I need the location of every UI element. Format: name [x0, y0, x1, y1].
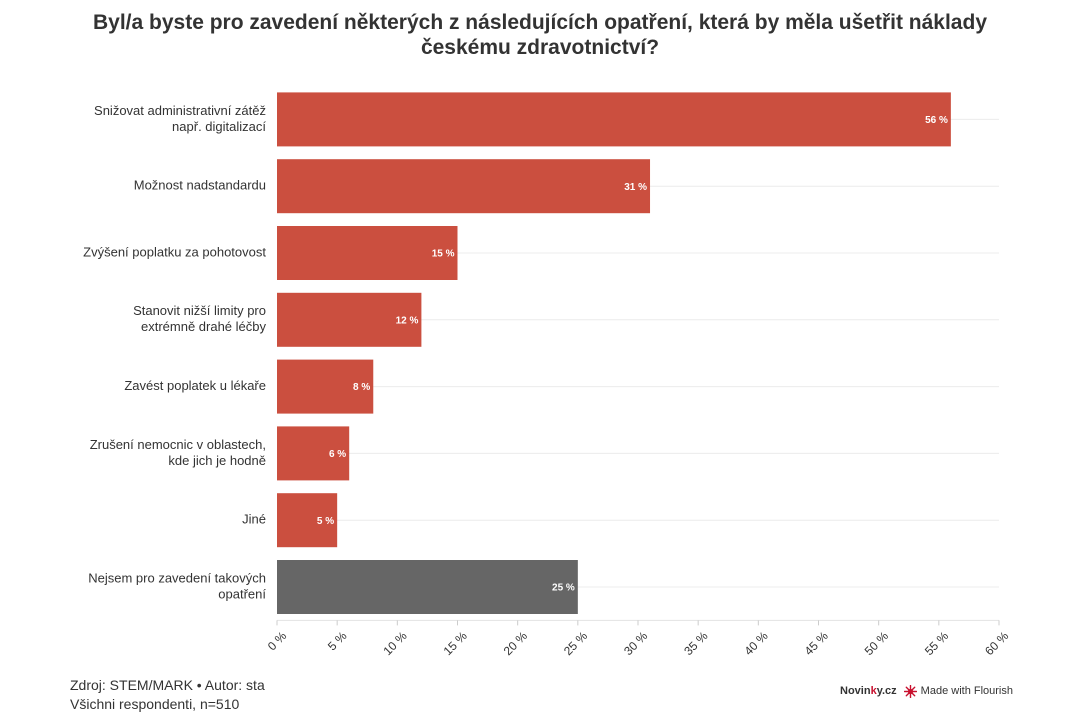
bar-value-label: 6 % — [329, 449, 346, 460]
made-with-flourish-link[interactable]: Made with Flourish — [903, 684, 1013, 698]
chart-title-line-2: českému zdravotnictví? — [420, 36, 660, 59]
chart-title: Byl/a byste pro zavedení některých z nás… — [0, 10, 1080, 60]
x-tick-label: 30 % — [621, 629, 650, 658]
x-tick-label: 15 % — [441, 629, 470, 658]
category-label: kde jich je hodně — [168, 453, 266, 468]
chart-title-line-1: Byl/a byste pro zavedení některých z nás… — [93, 11, 987, 34]
x-tick-label: 20 % — [501, 629, 530, 658]
bar-value-label: 12 % — [396, 315, 419, 326]
category-label: opatření — [218, 586, 266, 601]
category-label: Zvýšení poplatku za pohotovost — [83, 244, 266, 259]
bar[interactable] — [277, 560, 578, 614]
category-label: Zrušení nemocnic v oblastech, — [90, 437, 266, 452]
category-label: Zavést poplatek u lékaře — [124, 378, 266, 393]
x-tick-label: 55 % — [922, 629, 951, 658]
bar-value-label: 8 % — [353, 382, 370, 393]
x-tick-label: 60 % — [982, 629, 1011, 658]
source-note: Zdroj: STEM/MARK • Autor: sta — [70, 677, 265, 693]
category-label: extrémně drahé léčby — [141, 319, 267, 334]
bar[interactable] — [277, 92, 951, 147]
brand-logo[interactable]: Novinky.cz — [840, 685, 897, 697]
bar-value-label: 15 % — [432, 249, 455, 260]
x-tick-label: 5 % — [325, 629, 350, 654]
x-tick-label: 50 % — [862, 629, 891, 658]
footer-branding: Novinky.cz Made with Flourish — [840, 683, 1013, 699]
category-label: Snižovat administrativní zátěž — [94, 103, 266, 118]
bar-value-label: 31 % — [624, 182, 647, 193]
bar[interactable] — [277, 359, 374, 414]
bar[interactable] — [277, 159, 651, 214]
x-tick-label: 45 % — [802, 629, 831, 658]
bar-value-label: 56 % — [925, 115, 948, 126]
x-tick-label: 40 % — [741, 629, 770, 658]
bar[interactable] — [277, 226, 458, 280]
category-label: Jiné — [242, 512, 266, 527]
x-tick-label: 25 % — [561, 629, 590, 658]
category-label: Možnost nadstandardu — [134, 178, 266, 193]
category-label: Nejsem pro zavedení takových — [88, 570, 266, 585]
chart-footer: Zdroj: STEM/MARK • Autor: sta Všichni re… — [70, 676, 265, 714]
category-label: Stanovit nižší limity pro — [133, 303, 266, 318]
category-label: např. digitalizací — [172, 119, 266, 134]
bar-value-label: 5 % — [317, 516, 334, 527]
flourish-icon — [903, 684, 917, 698]
bar[interactable] — [277, 426, 350, 481]
sample-note: Všichni respondenti, n=510 — [70, 696, 240, 712]
x-tick-label: 35 % — [681, 629, 710, 658]
x-tick-label: 10 % — [380, 629, 409, 658]
bar[interactable] — [277, 292, 422, 347]
x-tick-label: 0 % — [265, 629, 290, 654]
bar[interactable] — [277, 493, 338, 548]
bar-value-label: 25 % — [552, 583, 575, 594]
